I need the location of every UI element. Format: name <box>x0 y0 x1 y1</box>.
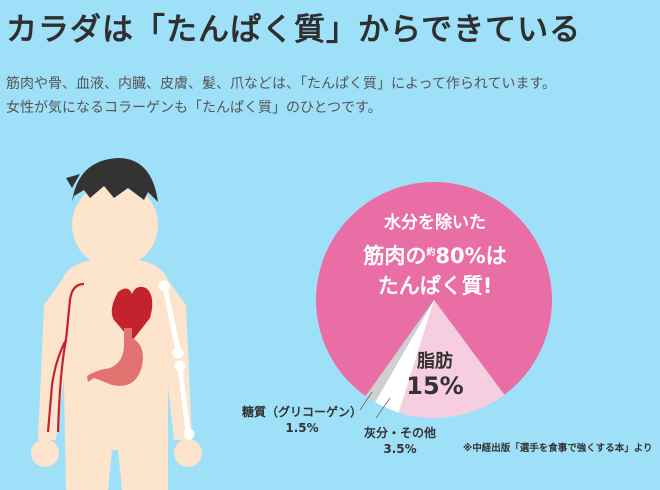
page-title: カラダは「たんぱく質」からできている <box>6 12 582 48</box>
ash-label-value: 3.5% <box>383 442 417 456</box>
pie-slice-ash <box>375 300 434 413</box>
hair-icon <box>66 158 158 202</box>
fat-label: 脂肪 15% <box>405 350 465 398</box>
center-text-percent: 80%は <box>435 244 507 268</box>
human-body-icon <box>31 158 202 490</box>
center-text-line-1: 水分を除いた <box>384 213 486 233</box>
center-text-line-3: たんぱく質! <box>377 274 493 298</box>
pie-slice-protein <box>316 181 552 397</box>
fat-label-value: 15% <box>406 372 464 400</box>
heart-icon <box>111 286 153 341</box>
ash-label-name: 灰分・その他 <box>363 426 436 440</box>
sugar-label: 糖質（グリコーゲン） 1.5% <box>238 404 366 436</box>
source-note: ※中経出版「選手を食事で強くする本」より <box>463 443 653 454</box>
pie-center-text: 水分を除いた 筋肉の約80%は たんぱく質! <box>340 208 530 301</box>
sugar-label-name: 糖質（グリコーゲン） <box>241 405 362 419</box>
center-text-line-2: 筋肉の約80%は <box>340 238 530 271</box>
intro-text-line-1: 筋肉や骨、血液、内臓、皮膚、髪、爪などは、「たんぱく質」によって作られています。 <box>6 76 557 92</box>
blood-vessel-icon <box>46 282 85 433</box>
ash-leader-line <box>375 397 391 419</box>
pie-slice-fat <box>398 300 505 419</box>
intro-text-line-2: 女性が気になるコラーゲンも「たんぱく質」のひとつです。 <box>6 100 382 116</box>
pie-slice-sugar <box>365 300 434 403</box>
center-text-approx: 約 <box>426 248 436 258</box>
sugar-label-value: 1.5% <box>285 421 319 435</box>
bone-icon <box>158 280 195 440</box>
center-text-muscle: 筋肉の <box>363 244 427 268</box>
stomach-icon <box>87 328 143 386</box>
sugar-leader-line <box>359 391 373 411</box>
fat-label-name: 脂肪 <box>417 351 453 372</box>
ash-label: 灰分・その他 3.5% <box>355 425 445 457</box>
